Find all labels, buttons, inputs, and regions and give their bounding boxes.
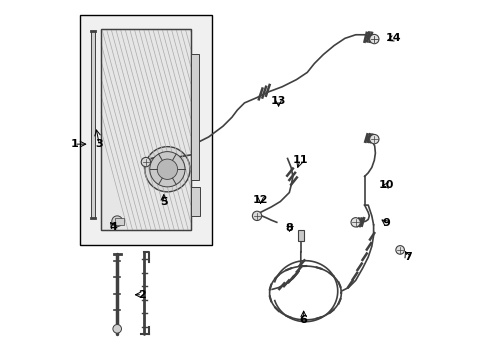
- Text: 3: 3: [95, 139, 103, 149]
- Text: 14: 14: [385, 33, 400, 43]
- Circle shape: [369, 35, 378, 44]
- Circle shape: [350, 218, 360, 227]
- Bar: [101, 30, 190, 230]
- Text: 8: 8: [285, 224, 293, 233]
- Text: 5: 5: [160, 197, 167, 207]
- Bar: [80, 15, 212, 244]
- Bar: [191, 54, 198, 180]
- Bar: [91, 31, 95, 218]
- Bar: [191, 187, 200, 216]
- Bar: [101, 30, 190, 230]
- Circle shape: [113, 324, 121, 333]
- Text: 6: 6: [299, 315, 307, 325]
- Circle shape: [252, 211, 261, 221]
- Text: 2: 2: [138, 290, 146, 300]
- Circle shape: [157, 159, 177, 179]
- Bar: [115, 218, 124, 225]
- Bar: [297, 230, 304, 241]
- Circle shape: [395, 246, 404, 254]
- Circle shape: [112, 216, 122, 226]
- Text: 7: 7: [403, 252, 411, 262]
- Circle shape: [141, 157, 150, 167]
- Circle shape: [149, 152, 184, 187]
- Text: 1: 1: [70, 139, 78, 149]
- Text: 10: 10: [378, 180, 393, 190]
- Circle shape: [369, 134, 378, 144]
- Text: 4: 4: [109, 222, 117, 231]
- Text: 9: 9: [382, 218, 389, 228]
- Text: 13: 13: [270, 96, 285, 106]
- Text: 11: 11: [292, 155, 307, 165]
- Text: 12: 12: [252, 195, 268, 205]
- Circle shape: [144, 147, 190, 192]
